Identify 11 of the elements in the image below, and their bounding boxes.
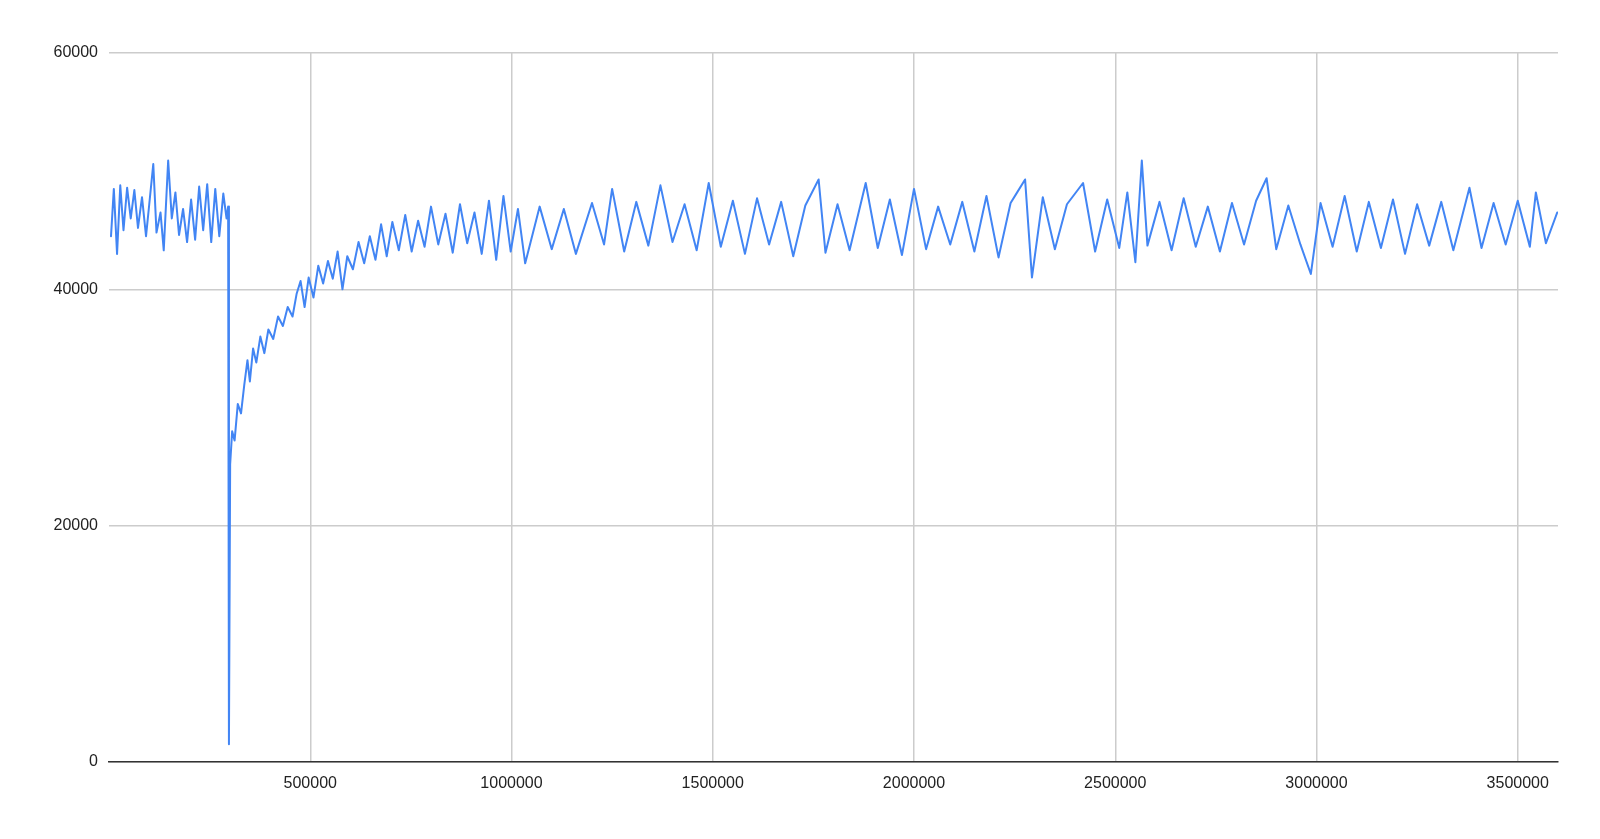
y-tick-label: 40000 [53, 279, 99, 297]
x-tick-label: 1000000 [480, 774, 543, 792]
y-tick-label: 60000 [53, 43, 99, 61]
x-tick-label: 2000000 [882, 774, 946, 792]
y-tick-label: 20000 [53, 516, 99, 534]
x-tick-label: 3500000 [1486, 774, 1549, 792]
y-tick-label: 0 [89, 752, 99, 770]
x-tick-label: 1500000 [681, 774, 744, 792]
x-tick-label: 500000 [283, 774, 338, 792]
x-tick-label: 2500000 [1084, 774, 1147, 792]
x-tick-label: 3000000 [1285, 774, 1348, 792]
